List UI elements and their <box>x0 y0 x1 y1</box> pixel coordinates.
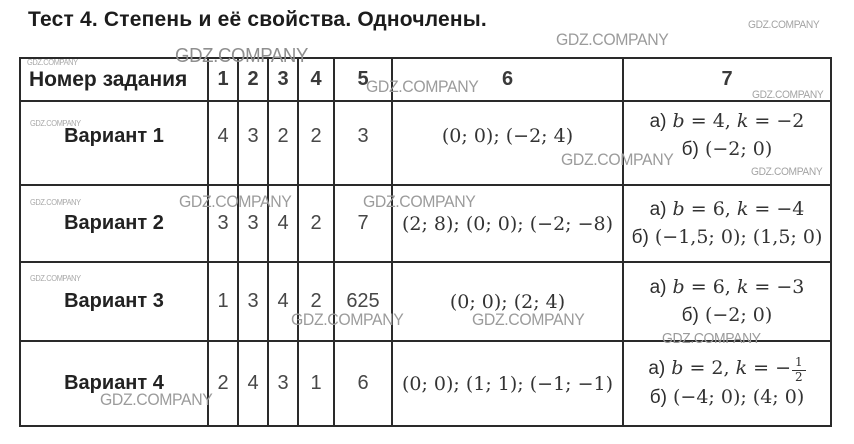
answer-cell: 4 <box>237 340 269 427</box>
answer-cell: 3 <box>237 261 269 342</box>
header-cell-5: 5 <box>333 57 393 102</box>
task7-cell: а) b = 6, k = −3 б) (−2; 0) <box>622 261 832 342</box>
task7-line-a: а) b = 6, k = −4 <box>649 197 805 220</box>
answer-cell: 2 <box>297 100 335 186</box>
answer-cell: 2 <box>297 184 335 263</box>
answer-cell: 3 <box>237 184 269 263</box>
task7-line-b: б) (−2; 0) <box>681 303 773 326</box>
task6-cell: (0; 0); (2; 4) <box>391 261 624 342</box>
task7-line-a: а) b = 2, k = −1 2 <box>625 355 829 385</box>
task7-line-b: б) (−2; 0) <box>681 138 773 160</box>
answers-table: Номер задания 1 2 3 4 5 6 7 Вариант 1 4 … <box>19 57 832 427</box>
answer-cell: 4 <box>267 261 299 342</box>
answer-cell: 2 <box>267 100 299 186</box>
answer-cell: 4 <box>207 100 239 186</box>
task6-cell: (2; 8); (0; 0); (−2; −8) <box>391 184 624 263</box>
row-label: Вариант 4 <box>19 340 209 427</box>
task7-line-a: а) b = 6, k = −3 <box>649 275 805 298</box>
task6-cell: (0; 0); (1; 1); (−1; −1) <box>391 340 624 427</box>
answer-cell: 3 <box>237 100 269 186</box>
answer-cell: 3 <box>207 184 239 263</box>
task7-line-b: б) (−1,5; 0); (1,5; 0) <box>631 225 823 248</box>
task7-cell: а) b = 6, k = −4 б) (−1,5; 0); (1,5; 0) <box>622 184 832 263</box>
answer-cell: 4 <box>267 184 299 263</box>
task6-cell: (0; 0); (−2; 4) <box>391 100 624 186</box>
page-title: Тест 4. Степень и её свойства. Одночлены… <box>28 8 487 31</box>
answer-cell: 2 <box>207 340 239 427</box>
header-cell-7: 7 <box>622 57 832 102</box>
table-row-variant-3: Вариант 3 1 3 4 2 625 (0; 0); (2; 4) а) … <box>19 261 832 342</box>
answer-cell: 625 <box>333 261 393 342</box>
header-cell-task-number: Номер задания <box>19 57 209 102</box>
watermark-gdz: GDZ.COMPANY <box>748 19 820 31</box>
header-cell-6: 6 <box>391 57 624 102</box>
answer-cell: 2 <box>297 261 335 342</box>
header-cell-4: 4 <box>297 57 335 102</box>
task7-line-b: б) (−4; 0); (4; 0) <box>649 386 805 409</box>
task7-line-a: а) b = 4, k = −2 <box>649 110 805 133</box>
answer-cell: 1 <box>297 340 335 427</box>
answer-cell: 3 <box>267 340 299 427</box>
table-row-variant-2: Вариант 2 3 3 4 2 7 (2; 8); (0; 0); (−2;… <box>19 184 832 263</box>
task7-cell: а) b = 2, k = −1 2 б) (−4; 0); (4; 0) <box>622 340 832 427</box>
answer-cell: 3 <box>333 100 393 186</box>
answer-cell: 6 <box>333 340 393 427</box>
header-cell-2: 2 <box>237 57 269 102</box>
watermark-gdz: GDZ.COMPANY <box>556 30 669 49</box>
task7-cell: а) b = 4, k = −2 б) (−2; 0) <box>622 100 832 186</box>
answer-cell: 1 <box>207 261 239 342</box>
header-cell-1: 1 <box>207 57 239 102</box>
row-label: Вариант 1 <box>19 100 209 186</box>
header-cell-3: 3 <box>267 57 299 102</box>
row-label: Вариант 2 <box>19 184 209 263</box>
header-row: Номер задания 1 2 3 4 5 6 7 <box>19 57 832 102</box>
row-label: Вариант 3 <box>19 261 209 342</box>
answer-cell: 7 <box>333 184 393 263</box>
table-row-variant-4: Вариант 4 2 4 3 1 6 (0; 0); (1; 1); (−1;… <box>19 340 832 427</box>
table-row-variant-1: Вариант 1 4 3 2 2 3 (0; 0); (−2; 4) а) b… <box>19 100 832 186</box>
